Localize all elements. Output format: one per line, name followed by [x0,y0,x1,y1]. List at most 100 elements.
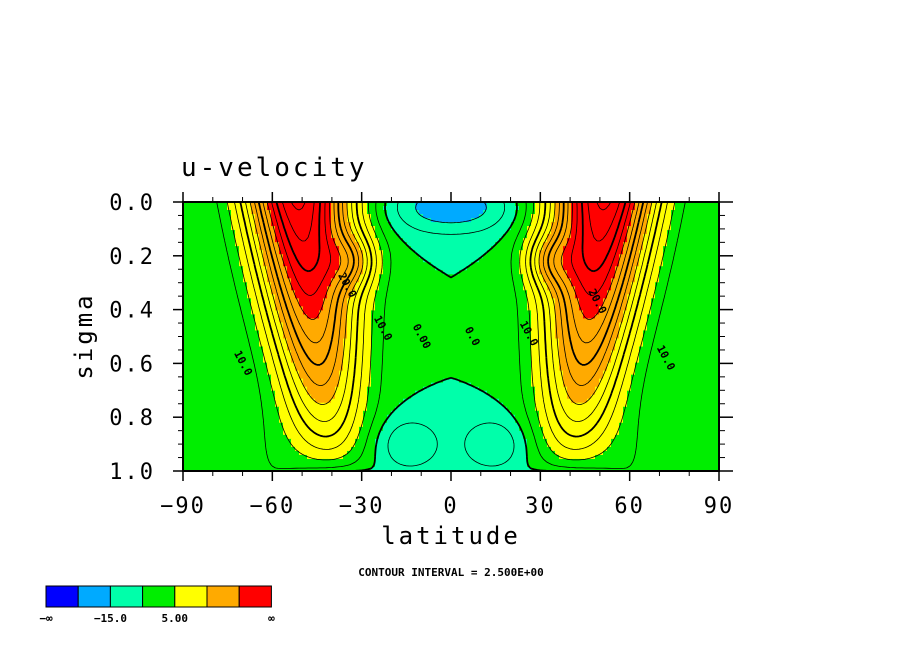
fill-cell [215,266,220,271]
fill-cell [291,290,296,295]
fill-cell [351,314,356,320]
fill-cell [455,222,460,227]
fill-cell [467,282,472,287]
fill-cell [323,330,328,336]
fill-cell [715,346,719,352]
fill-cell [319,286,324,291]
fill-cell [487,286,492,291]
fill-cell [259,346,264,352]
fill-cell [379,210,384,215]
fill-cell [259,242,264,247]
fill-cell [387,306,392,311]
fill-cell [471,270,476,275]
fill-cell [219,202,224,207]
fill-cell [611,318,616,324]
fill-cell [499,250,504,255]
fill-cell [663,334,668,340]
fill-cell [235,338,240,344]
fill-cell [375,234,380,239]
fill-cell [699,234,704,239]
fill-cell [403,230,408,235]
fill-cell [267,218,272,223]
fill-cell [667,330,672,336]
fill-cell [183,346,188,352]
fill-cell [619,294,624,299]
fill-cell [359,262,364,267]
fill-cell [371,290,376,295]
fill-cell [671,302,676,307]
fill-cell [647,222,652,227]
fill-cell [343,322,348,328]
fill-cell [455,274,460,279]
fill-cell [675,230,680,235]
fill-cell [315,278,320,283]
fill-cell [451,262,456,267]
fill-cell [675,278,680,283]
fill-cell [703,314,708,320]
fill-cell [415,318,420,324]
fill-cell [607,306,612,311]
fill-cell [311,310,316,316]
fill-cell [475,246,480,251]
fill-cell [579,310,584,316]
fill-cell [491,226,496,231]
fill-cell [639,326,644,332]
fill-cell [503,222,508,227]
fill-cell [327,326,332,332]
fill-cell [351,338,356,344]
fill-cell [531,234,536,239]
fill-cell [591,266,596,271]
fill-cell [599,310,604,316]
fill-cell [255,278,260,283]
fill-cell [663,270,668,275]
fill-cell [411,246,416,251]
fill-cell [595,338,600,344]
fill-cell [195,226,200,231]
fill-cell [663,298,668,303]
fill-cell [387,202,392,207]
fill-cell [339,342,344,348]
fill-cell [443,338,448,344]
fill-cell [431,262,436,267]
fill-cell [299,318,304,324]
fill-cell [587,330,592,336]
fill-cell [583,326,588,332]
fill-cell [299,254,304,259]
fill-cell [299,230,304,235]
fill-cell [195,254,200,259]
fill-cell [219,306,224,311]
fill-cell [319,278,324,283]
fill-cell [415,218,420,223]
fill-cell [523,222,528,227]
fill-cell [603,286,608,291]
fill-cell [259,278,264,283]
fill-cell [511,334,516,340]
fill-cell [247,250,252,255]
fill-cell [443,206,448,211]
fill-cell [247,282,252,287]
fill-cell [595,270,600,275]
fill-cell [711,342,716,348]
fill-cell [511,238,516,243]
fill-cell [467,246,472,251]
fill-cell [455,318,460,324]
fill-cell [223,298,228,303]
fill-cell [235,278,240,283]
fill-cell [539,334,544,340]
fill-cell [231,222,236,227]
fill-cell [531,342,536,348]
fill-cell [659,318,664,324]
fill-cell [683,310,688,316]
fill-cell [423,342,428,348]
fill-cell [183,266,188,271]
fill-cell [499,266,504,271]
fill-cell [463,250,468,255]
fill-cell [495,306,500,311]
fill-cell [395,254,400,259]
fill-cell [555,226,560,231]
fill-cell [347,246,352,251]
fill-cell [295,210,300,215]
fill-cell [191,238,196,243]
fill-cell [691,266,696,271]
fill-cell [415,250,420,255]
